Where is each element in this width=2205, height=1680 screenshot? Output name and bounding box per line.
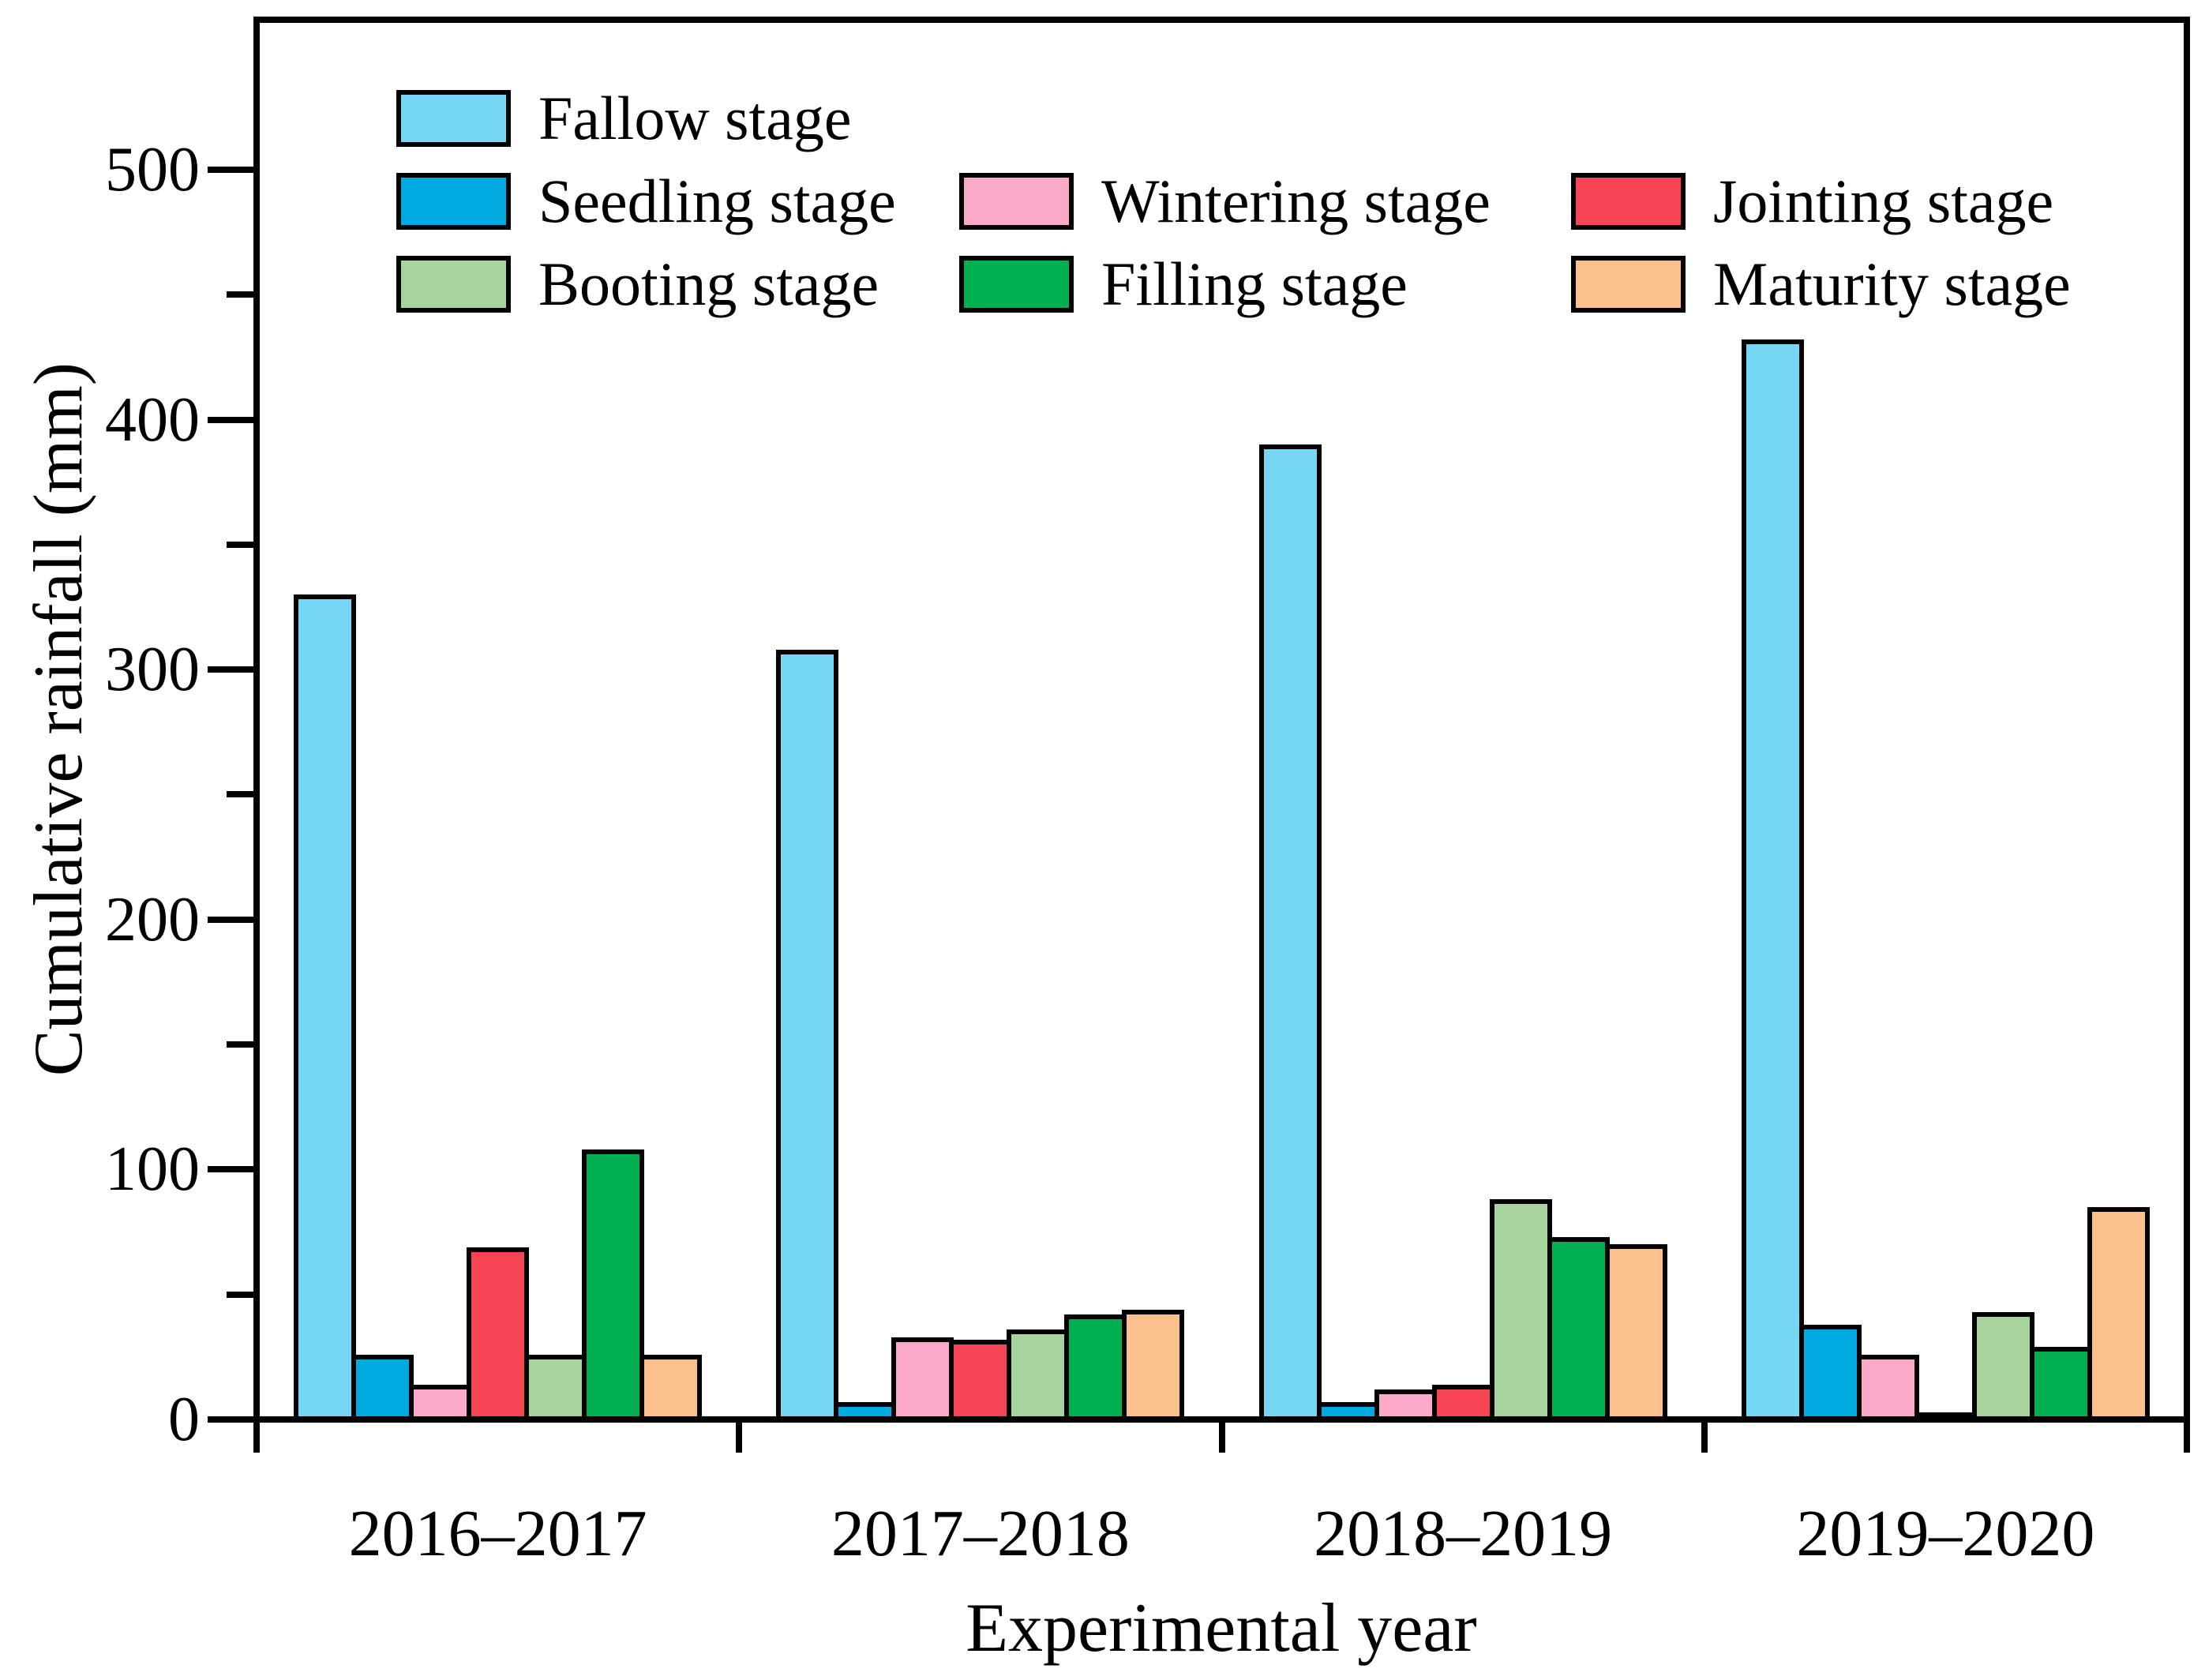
bar-filling-stage-2018-2019	[1547, 1236, 1610, 1423]
y-major-tick	[208, 166, 253, 173]
legend-swatch-fallow-stage	[396, 90, 511, 147]
x-major-tick	[2184, 1423, 2190, 1453]
bar-wintering-stage-2017-2018	[891, 1337, 954, 1423]
legend-swatch-booting-stage	[396, 256, 511, 313]
y-tick-label: 300	[105, 635, 200, 705]
x-tick-label: 2019–2020	[1796, 1497, 2095, 1570]
bar-maturity-stage-2017-2018	[1122, 1309, 1185, 1423]
y-tick-label: 100	[105, 1134, 200, 1205]
bar-maturity-stage-2016-2017	[639, 1354, 703, 1423]
y-major-tick	[208, 416, 253, 423]
legend-swatch-filling-stage	[959, 256, 1074, 313]
legend-label-filling-stage: Filling stage	[1101, 249, 1408, 318]
bar-filling-stage-2016-2017	[582, 1149, 645, 1423]
y-major-tick	[208, 916, 253, 923]
bar-jointing-stage-2017-2018	[949, 1339, 1012, 1423]
bar-fallow-stage-2018-2019	[1258, 444, 1322, 1423]
legend-swatch-wintering-stage	[959, 173, 1074, 230]
bar-fallow-stage-2017-2018	[776, 649, 839, 1423]
y-axis-line	[253, 17, 260, 1423]
legend-swatch-jointing-stage	[1571, 173, 1686, 230]
y-tick-label: 200	[105, 884, 200, 954]
x-major-tick	[253, 1423, 260, 1453]
y-tick-label: 400	[105, 384, 200, 455]
legend-label-wintering-stage: Wintering stage	[1101, 167, 1491, 235]
bar-booting-stage-2016-2017	[524, 1354, 587, 1423]
bar-booting-stage-2019-2020	[1971, 1311, 2034, 1423]
y-major-tick	[208, 1166, 253, 1173]
y-minor-tick	[227, 1041, 253, 1048]
y-minor-tick	[227, 791, 253, 798]
y-minor-tick	[227, 541, 253, 548]
legend-label-fallow-stage: Fallow stage	[538, 84, 852, 152]
plot-right-border	[2184, 17, 2190, 1423]
y-tick-label: 500	[105, 134, 200, 204]
x-major-tick	[736, 1423, 743, 1453]
y-axis-title: Cumulative rainfall (mm)	[21, 362, 97, 1077]
y-major-tick	[208, 666, 253, 673]
bar-fallow-stage-2016-2017	[294, 594, 357, 1423]
y-minor-tick	[227, 1291, 253, 1298]
bar-wintering-stage-2019-2020	[1856, 1354, 1919, 1423]
x-tick-label: 2018–2019	[1314, 1497, 1613, 1570]
x-major-tick	[1701, 1423, 1708, 1453]
legend-label-booting-stage: Booting stage	[538, 249, 879, 318]
x-tick-label: 2017–2018	[831, 1497, 1130, 1570]
x-major-tick	[1218, 1423, 1225, 1453]
bar-filling-stage-2017-2018	[1064, 1314, 1127, 1423]
legend-label-jointing-stage: Jointing stage	[1713, 167, 2054, 235]
y-minor-tick	[227, 291, 253, 298]
x-tick-label: 2016–2017	[348, 1497, 647, 1570]
x-axis-title: Experimental year	[966, 1590, 1477, 1667]
x-axis-line	[253, 1416, 2190, 1423]
y-major-tick	[208, 1416, 253, 1423]
y-tick-label: 0	[168, 1385, 200, 1454]
legend-swatch-maturity-stage	[1571, 256, 1686, 313]
plot-top-border	[253, 17, 2190, 23]
legend-label-maturity-stage: Maturity stage	[1713, 249, 2071, 318]
bar-booting-stage-2017-2018	[1007, 1329, 1070, 1423]
bar-maturity-stage-2019-2020	[2087, 1206, 2150, 1423]
legend-label-seedling-stage: Seedling stage	[538, 167, 896, 235]
bar-filling-stage-2019-2020	[2029, 1347, 2092, 1423]
bar-maturity-stage-2018-2019	[1604, 1244, 1667, 1423]
bar-fallow-stage-2019-2020	[1741, 339, 1804, 1423]
legend-swatch-seedling-stage	[396, 173, 511, 230]
bar-seedling-stage-2016-2017	[351, 1354, 414, 1423]
bar-seedling-stage-2019-2020	[1798, 1324, 1862, 1423]
bar-booting-stage-2018-2019	[1489, 1199, 1552, 1423]
bar-jointing-stage-2016-2017	[467, 1247, 530, 1423]
